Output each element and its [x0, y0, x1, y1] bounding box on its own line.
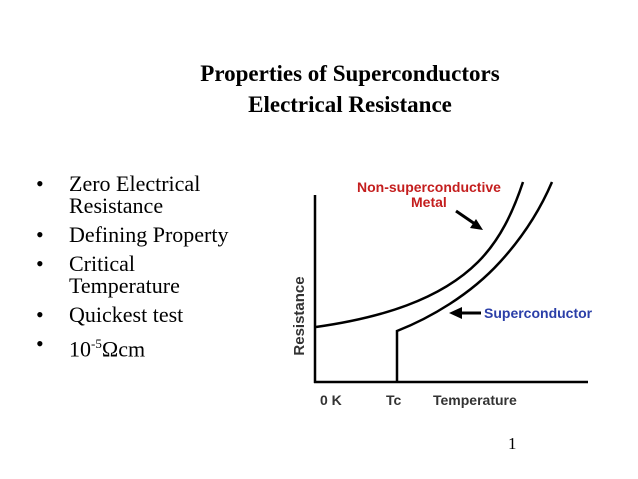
superconductor-label: Superconductor — [484, 305, 593, 321]
resistivity-base: 10 — [69, 336, 91, 362]
bullet-text-resistivity: 10-5Ωcm — [69, 333, 228, 360]
bullet-text: Critical — [69, 251, 135, 276]
bullet-text: Temperature — [69, 273, 180, 298]
resistivity-exponent: -5 — [91, 336, 102, 351]
y-axis-label: Resistance — [291, 276, 308, 355]
bullet-icon: • — [36, 251, 44, 276]
bullet-item: • Zero Electrical Resistance — [36, 173, 228, 217]
x-axis-label: Temperature — [433, 392, 517, 408]
x-tick-zero: 0 K — [320, 392, 342, 408]
bullet-icon: • — [36, 222, 44, 247]
bullet-icon: • — [36, 302, 44, 327]
page-number: 1 — [508, 434, 517, 453]
superconductor-arrow-head-icon — [449, 307, 462, 319]
resistivity-unit: Ωcm — [101, 336, 146, 362]
bullet-item: • Critical Temperature — [36, 253, 228, 297]
bullet-item: • Defining Property — [36, 224, 228, 246]
bullet-text: Quickest test — [69, 302, 184, 327]
bullet-icon: • — [36, 171, 44, 196]
x-tick-tc: Tc — [386, 392, 402, 408]
bullet-item: • 10-5Ωcm — [36, 333, 228, 360]
title-line-2: Electrical Resistance — [248, 92, 452, 117]
bullet-list: • Zero Electrical Resistance • Defining … — [36, 173, 228, 367]
bullet-text: Zero Electrical — [69, 171, 201, 196]
metal-label-line-2: Metal — [411, 194, 447, 210]
metal-resistance-curve — [315, 181, 525, 329]
metal-label-line-1: Non-superconductive — [357, 179, 501, 195]
bullet-icon: • — [36, 331, 44, 356]
superconductor-resistance-curve — [395, 181, 554, 383]
metal-arrow-head-icon — [470, 219, 483, 230]
title-line-1: Properties of Superconductors — [200, 61, 500, 86]
bullet-text: Defining Property — [69, 222, 229, 247]
bullet-item: • Quickest test — [36, 304, 228, 326]
bullet-text: Resistance — [69, 193, 164, 218]
metal-arrow-shaft — [455, 209, 476, 226]
slide-title: Properties of Superconductors Electrical… — [0, 58, 638, 120]
